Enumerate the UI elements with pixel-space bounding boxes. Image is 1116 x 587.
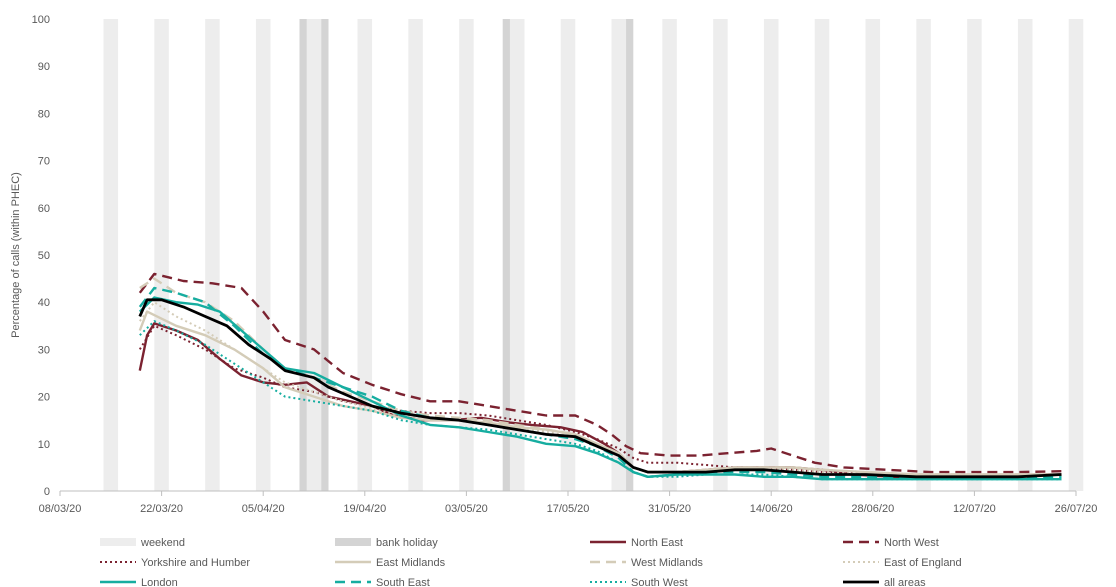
legend-swatch [100,538,136,546]
legend-item-west-midlands: West Midlands [590,557,703,569]
legend-item-east-of-england: East of England [843,557,962,569]
weekend-band [967,19,982,491]
bank-holiday-band [299,19,307,491]
legend-item-all-areas: all areas [843,577,926,587]
weekend-band [1017,19,1033,491]
legend-item-south-west: South West [590,577,688,587]
legend-label: Yorkshire and Humber [141,557,250,569]
weekend-band [763,19,779,491]
legend-label: South East [376,577,430,587]
axes: 0 10 20 30 40 50 60 70 80 90 100 08/03/20 22/03/20 05… [32,14,1098,515]
bank-holiday-band [626,19,634,491]
y-tick-label: 70 [38,156,50,168]
weekend-band [662,19,677,491]
y-axis-title: Percentage of calls (within PHEC) [10,172,22,338]
x-tick-label: 22/03/20 [140,503,183,515]
weekend-band [814,19,830,491]
date-bands [103,19,1084,491]
weekend-band [509,19,525,491]
weekend-band [865,19,881,491]
legend-item-weekend: weekend [100,537,185,549]
y-tick-label: 50 [38,250,50,262]
weekend-band [306,19,322,491]
legend-item-north-west: North West [843,537,939,549]
weekend-band [103,19,119,491]
legend-label: East of England [884,557,962,569]
legend-swatch [335,538,371,546]
weekend-band [560,19,576,491]
weekend-band [205,19,220,491]
legend-item-yorkshire-and-humber: Yorkshire and Humber [100,557,250,569]
legend: weekend bank holiday North East North West Y… [100,537,962,587]
weekend-band [459,19,474,491]
legend-label: bank holiday [376,537,438,549]
legend-label: weekend [140,537,185,549]
legend-label: South West [631,577,688,587]
legend-item-east-midlands: East Midlands [335,557,446,569]
weekend-band [916,19,931,491]
weekend-band [255,19,271,491]
legend-label: North West [884,537,939,549]
y-tick-label: 30 [38,344,50,356]
x-tick-label: 12/07/20 [953,503,996,515]
weekend-band [408,19,423,491]
y-tick-label: 100 [32,14,50,26]
series-line-east-of-england [139,301,1062,476]
bank-holiday-band [321,19,329,491]
legend-label: all areas [884,577,926,587]
legend-label: North East [631,537,683,549]
x-tick-label: 03/05/20 [445,503,488,515]
weekend-band [357,19,373,491]
x-tick-label: 26/07/20 [1055,503,1098,515]
series-line-all-areas [138,298,1062,479]
legend-label: East Midlands [376,557,446,569]
y-tick-label: 20 [38,392,50,404]
x-tick-label: 17/05/20 [547,503,590,515]
series-line-south-west [139,320,1062,481]
y-tick-label: 90 [38,61,50,73]
weekend-band [611,19,627,491]
legend-item-south-east: South East [335,577,430,587]
y-tick-label: 60 [38,203,50,215]
y-tick-label: 0 [44,486,50,498]
series-line-north-west [138,272,1062,474]
x-tick-label: 05/04/20 [242,503,285,515]
x-tick-label: 19/04/20 [343,503,386,515]
legend-item-north-east: North East [590,537,683,549]
bank-holiday-band [502,19,510,491]
y-tick-label: 10 [38,439,50,451]
x-tick-label: 28/06/20 [851,503,894,515]
y-tick-label: 80 [38,108,50,120]
legend-label: West Midlands [631,557,703,569]
weekend-band [713,19,728,491]
weekend-band [1068,19,1084,491]
legend-label: London [141,577,178,587]
x-tick-label: 14/06/20 [750,503,793,515]
series-lines [138,272,1062,481]
x-tick-label: 31/05/20 [648,503,691,515]
legend-item-bank-holiday: bank holiday [335,537,438,549]
x-tick-label: 08/03/20 [39,503,82,515]
legend-item-london: London [100,577,178,587]
y-tick-label: 40 [38,297,50,309]
weekend-band [154,19,169,491]
